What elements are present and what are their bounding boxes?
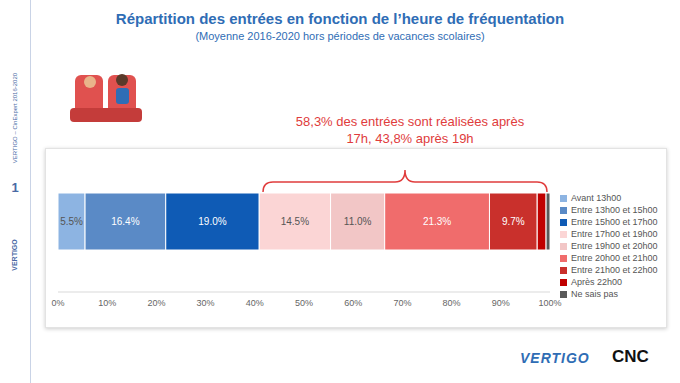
svg-text:VERTIGO – CinExpert 2016-2020: VERTIGO – CinExpert 2016-2020 <box>12 72 18 163</box>
html-text:Répartition des entrées en fon: Répartition des entrées en fonction de l… <box>115 10 565 27</box>
svg-text:5.5%: 5.5% <box>60 216 83 227</box>
svg-text:70%: 70% <box>393 298 411 308</box>
svg-text:11.0%: 11.0% <box>344 216 372 227</box>
svg-text:50%: 50% <box>295 298 313 308</box>
svg-text:60%: 60% <box>344 298 362 308</box>
svg-text:100%: 100% <box>538 298 561 308</box>
svg-text:17h, 43,8% après 19h: 17h, 43,8% après 19h <box>346 131 473 146</box>
svg-text:10%: 10% <box>98 298 116 308</box>
svg-text:1: 1 <box>11 180 18 195</box>
html-text:Entre 15h00 et 17h00: Entre 15h00 et 17h00 <box>571 217 658 227</box>
svg-text:21.3%: 21.3% <box>423 216 451 227</box>
html-text:Après 22h00: Après 22h00 <box>571 277 622 287</box>
svg-text:30%: 30% <box>197 298 215 308</box>
svg-text:40%: 40% <box>246 298 264 308</box>
html-text:Entre 13h00 et 15h00: Entre 13h00 et 15h00 <box>571 205 658 215</box>
svg-text:16.4%: 16.4% <box>111 216 139 227</box>
svg-text:80%: 80% <box>443 298 461 308</box>
svg-text:20%: 20% <box>147 298 165 308</box>
svg-text:VERTIGO: VERTIGO <box>11 239 18 271</box>
html-text:Entre 20h00 et 21h00: Entre 20h00 et 21h00 <box>571 253 658 263</box>
svg-text:58,3% des entrées sont réalisé: 58,3% des entrées sont réalisées après <box>296 114 525 129</box>
svg-text:19.0%: 19.0% <box>198 216 226 227</box>
svg-text:0%: 0% <box>51 298 64 308</box>
svg-text:90%: 90% <box>492 298 510 308</box>
html-text:Entre 17h00 et 19h00: Entre 17h00 et 19h00 <box>571 229 658 239</box>
html-text:Ne sais pas: Ne sais pas <box>571 289 618 299</box>
html-text:Entre 19h00 et 20h00: Entre 19h00 et 20h00 <box>571 241 658 251</box>
html-text:Avant 13h00: Avant 13h00 <box>571 193 622 203</box>
html-text:VERTIGO: VERTIGO <box>520 350 590 366</box>
html-text:(Moyenne 2016-2020 hors périod: (Moyenne 2016-2020 hors périodes de vaca… <box>195 30 485 42</box>
html-text:CNC: CNC <box>612 347 649 366</box>
svg-text:9.7%: 9.7% <box>502 216 525 227</box>
html-text:Entre 21h00 et 22h00: Entre 21h00 et 22h00 <box>571 265 658 275</box>
svg-text:14.5%: 14.5% <box>281 216 309 227</box>
